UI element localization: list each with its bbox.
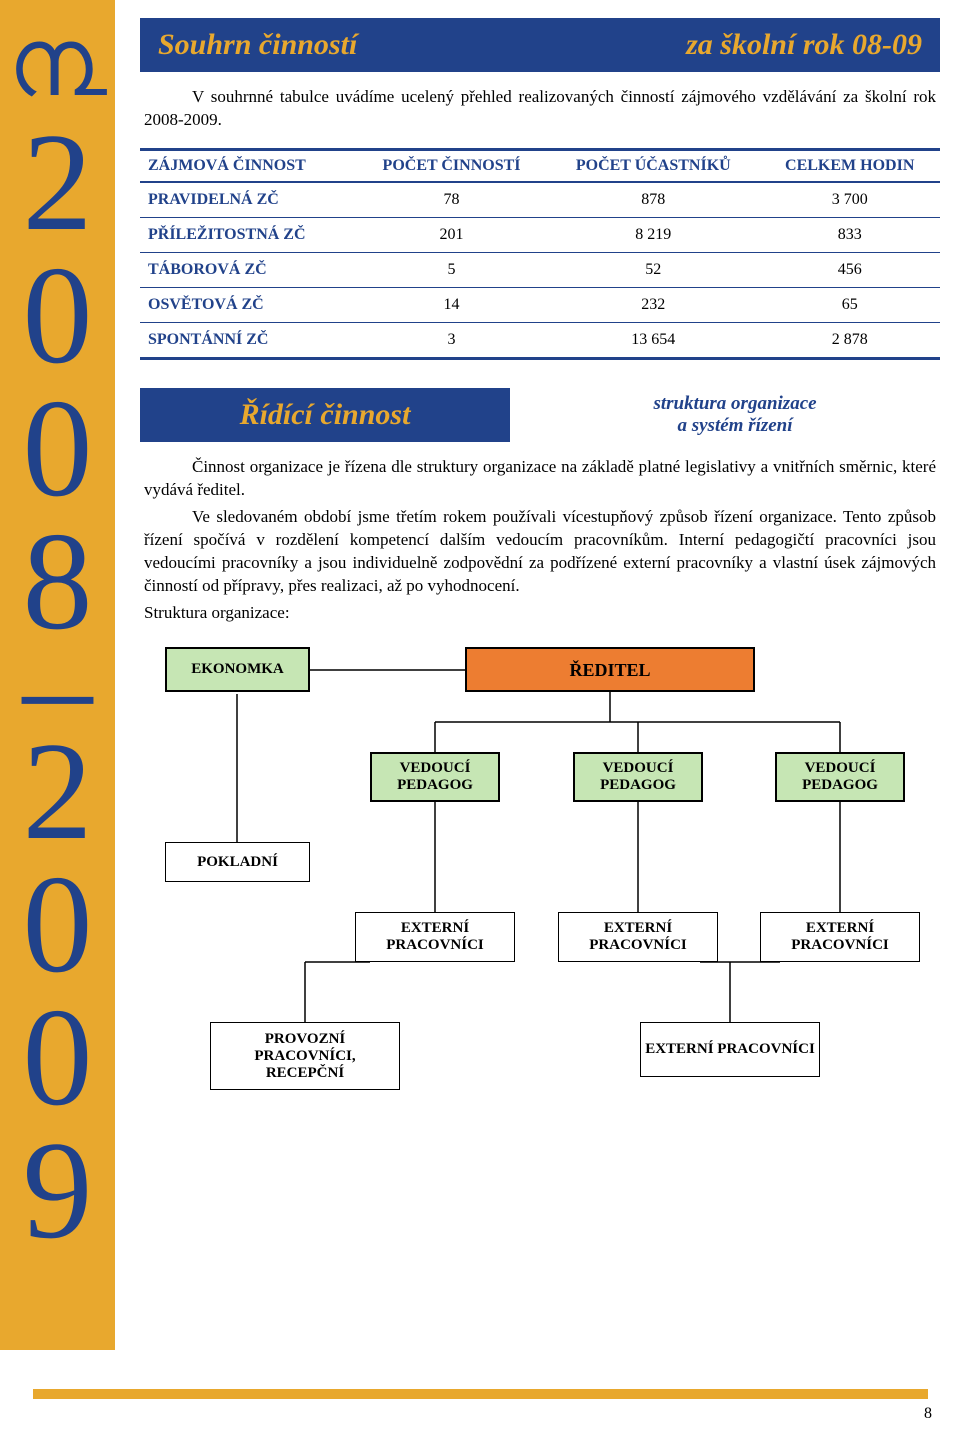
row-val: 78 <box>356 182 547 218</box>
node-reditel: ŘEDITEL <box>465 647 755 692</box>
node-externi-bottom: EXTERNÍ PRACOVNÍCI <box>640 1022 820 1077</box>
table-row: PŘÍLEŽITOSTNÁ ZČ 201 8 219 833 <box>140 217 940 252</box>
row-val: 8 219 <box>547 217 759 252</box>
node-externi-3: EXTERNÍ PRACOVNÍCI <box>760 912 920 962</box>
title-bar: Souhrn činností za školní rok 08-09 <box>140 18 940 72</box>
spiral-icon: ൩ <box>0 10 115 116</box>
main-content: Souhrn činností za školní rok 08-09 V so… <box>140 18 940 1112</box>
subtitle-bar: Řídící činnost struktura organizace a sy… <box>140 388 940 442</box>
page-number: 8 <box>924 1405 932 1423</box>
intro-span: V souhrnné tabulce uvádíme ucelený přehl… <box>144 87 936 129</box>
th-participants: POČET ÚČASTNÍKŮ <box>547 149 759 182</box>
row-val: 201 <box>356 217 547 252</box>
intro-text: V souhrnné tabulce uvádíme ucelený přehl… <box>144 86 936 132</box>
row-label: TÁBOROVÁ ZČ <box>140 252 356 287</box>
footer-bar <box>33 1389 928 1399</box>
table-row: PRAVIDELNÁ ZČ 78 878 3 700 <box>140 182 940 218</box>
node-vedouci-2: VEDOUCÍ PEDAGOG <box>573 752 703 802</box>
row-val: 232 <box>547 287 759 322</box>
year-digit: 0 <box>0 382 115 515</box>
th-hours: CELKEM HODIN <box>759 149 940 182</box>
row-val: 13 654 <box>547 322 759 358</box>
year-vertical: ൩ 2 0 0 8 – 2 0 0 9 <box>0 0 115 1257</box>
row-val: 3 700 <box>759 182 940 218</box>
table-row: TÁBOROVÁ ZČ 5 52 456 <box>140 252 940 287</box>
subtitle-right: struktura organizace a systém řízení <box>510 393 940 437</box>
org-chart: ŘEDITEL EKONOMKA VEDOUCÍ PEDAGOG VEDOUCÍ… <box>140 642 920 1112</box>
row-label: PŘÍLEŽITOSTNÁ ZČ <box>140 217 356 252</box>
subtitle-r1: struktura organizace <box>653 393 816 414</box>
year-digit: 2 <box>0 116 115 249</box>
row-label: OSVĚTOVÁ ZČ <box>140 287 356 322</box>
p1: Činnost organizace je řízena dle struktu… <box>144 457 936 499</box>
row-val: 65 <box>759 287 940 322</box>
th-count: POČET ČINNOSTÍ <box>356 149 547 182</box>
row-val: 833 <box>759 217 940 252</box>
row-val: 878 <box>547 182 759 218</box>
row-val: 2 878 <box>759 322 940 358</box>
table-row: OSVĚTOVÁ ZČ 14 232 65 <box>140 287 940 322</box>
provozni-l2: PRACOVNÍCI, <box>254 1048 355 1064</box>
row-val: 3 <box>356 322 547 358</box>
node-vedouci-3: VEDOUCÍ PEDAGOG <box>775 752 905 802</box>
provozni-l1: PROVOZNÍ <box>265 1031 346 1047</box>
provozni-l3: RECEPČNÍ <box>266 1065 344 1081</box>
subtitle-r2: a systém řízení <box>677 415 792 436</box>
node-pokladni: POKLADNÍ <box>165 842 310 882</box>
year-digit: 0 <box>0 858 115 991</box>
body-text: Činnost organizace je řízena dle struktu… <box>144 456 936 625</box>
row-val: 456 <box>759 252 940 287</box>
title-left: Souhrn činností <box>140 28 686 62</box>
p3: Struktura organizace: <box>144 603 290 622</box>
row-val: 14 <box>356 287 547 322</box>
row-label: SPONTÁNNÍ ZČ <box>140 322 356 358</box>
summary-table: ZÁJMOVÁ ČINNOST POČET ČINNOSTÍ POČET ÚČA… <box>140 148 940 360</box>
p2: Ve sledovaném období jsme třetím rokem p… <box>144 507 936 595</box>
th-activity: ZÁJMOVÁ ČINNOST <box>140 149 356 182</box>
node-ekonomka: EKONOMKA <box>165 647 310 692</box>
title-right: za školní rok 08-09 <box>686 28 940 62</box>
row-label: PRAVIDELNÁ ZČ <box>140 182 356 218</box>
node-externi-1: EXTERNÍ PRACOVNÍCI <box>355 912 515 962</box>
year-sidebar: ൩ 2 0 0 8 – 2 0 0 9 <box>0 0 115 1350</box>
table-row: SPONTÁNNÍ ZČ 3 13 654 2 878 <box>140 322 940 358</box>
row-val: 52 <box>547 252 759 287</box>
subtitle-left: Řídící činnost <box>140 388 510 442</box>
node-externi-2: EXTERNÍ PRACOVNÍCI <box>558 912 718 962</box>
node-vedouci-1: VEDOUCÍ PEDAGOG <box>370 752 500 802</box>
year-digit: 9 <box>0 1124 115 1257</box>
year-digit: 0 <box>0 249 115 382</box>
year-digit: 0 <box>0 991 115 1124</box>
year-digit: 2 <box>0 725 115 858</box>
node-provozni: PROVOZNÍ PRACOVNÍCI, RECEPČNÍ <box>210 1022 400 1090</box>
row-val: 5 <box>356 252 547 287</box>
